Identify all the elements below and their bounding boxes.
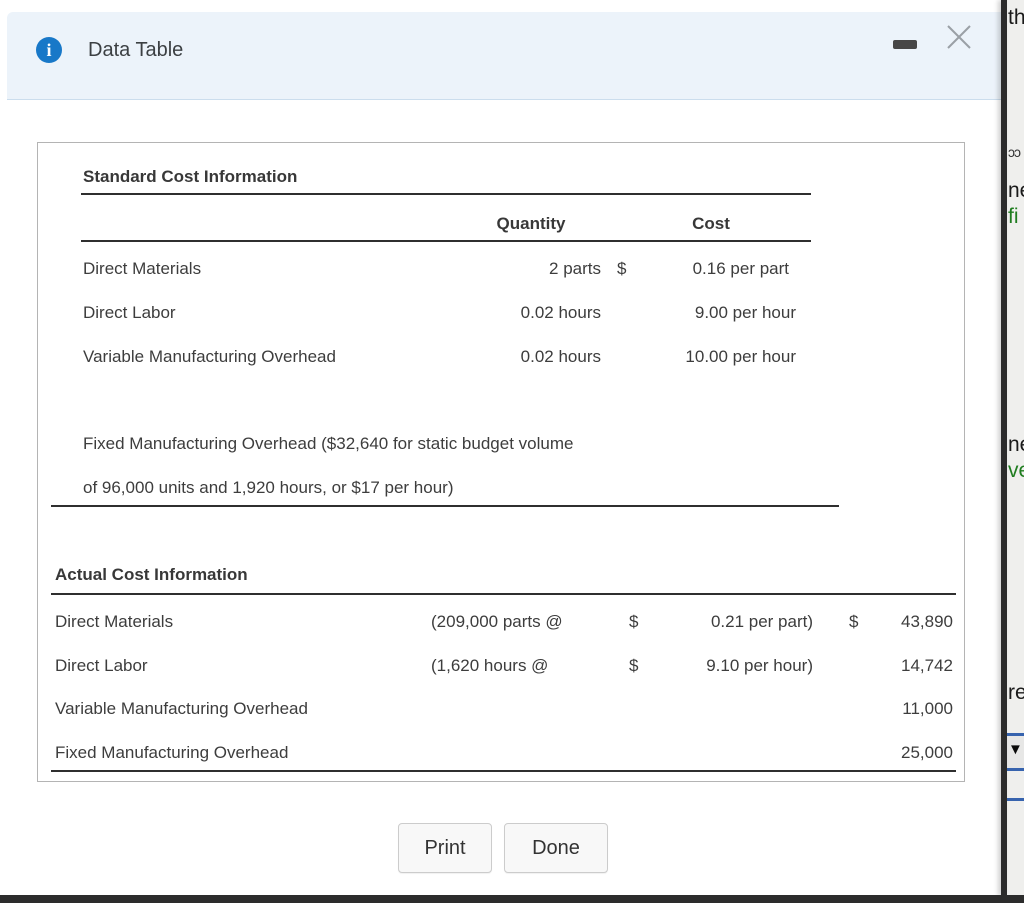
table-row: Fixed Manufacturing Overhead 25,000 [38,742,964,764]
row-detail: (209,000 parts @ [431,612,563,631]
table-row: Variable Manufacturing Overhead 11,000 [38,698,964,720]
dollar-sign: $ [629,612,639,631]
row-cost: 9.00 per hour [694,303,796,322]
table-rule [51,593,956,595]
table-row: Direct Labor 0.02 hours 9.00 per hour [38,302,964,324]
dollar-sign: $ [629,656,639,675]
row-label: Variable Manufacturing Overhead [55,699,308,718]
row-rate: 9.10 per hour) [706,656,813,675]
actual-cost-title: Actual Cost Information [55,565,248,584]
info-icon: i [36,37,62,63]
clipped-blue-rule [1007,733,1024,736]
table-rule [81,193,811,195]
row-label: Direct Labor [55,656,148,675]
close-icon[interactable] [944,22,974,52]
table-rule [81,240,811,242]
row-amount: 14,742 [901,656,953,675]
row-cost: 10.00 per hour [685,347,796,366]
table-row: Direct Materials (209,000 parts @ $ 0.21… [38,611,964,633]
clipped-text-fragment: ne [1008,433,1024,456]
table-rule [51,505,839,507]
row-label: Variable Manufacturing Overhead [83,347,336,366]
row-label: Direct Materials [55,612,174,631]
background-page-strip: th ɔɔ ne fi ne ve re ▼ [1007,0,1024,896]
clipped-blue-rule [1007,798,1024,801]
dialog-title: Data Table [88,39,184,61]
dollar-sign: $ [849,612,859,631]
row-amount: 43,890 [901,612,953,631]
table-row: Direct Materials 2 parts $ 0.16 per part [38,258,964,280]
row-detail: (1,620 hours @ [431,656,549,675]
column-header-quantity: Quantity [496,214,566,233]
clipped-text-fragment: th [1008,6,1024,29]
fixed-overhead-note-line1: Fixed Manufacturing Overhead ($32,640 fo… [83,434,574,453]
clipped-text-fragment: ɔɔ [1008,144,1021,160]
minimize-button[interactable] [893,40,917,49]
row-cost: 0.16 per part [692,259,789,278]
row-label: Direct Labor [83,303,176,322]
print-button[interactable]: Print [398,823,492,873]
row-label: Direct Materials [83,259,202,278]
row-quantity: 2 parts [549,259,601,278]
standard-cost-title: Standard Cost Information [83,167,298,186]
row-quantity: 0.02 hours [520,347,601,366]
clipped-blue-rule [1007,768,1024,771]
table-row: Variable Manufacturing Overhead 0.02 hou… [38,346,964,368]
data-table-panel: Standard Cost Information Quantity Cost … [37,142,965,782]
row-amount: 25,000 [901,743,953,762]
row-amount: 11,000 [902,699,953,718]
clipped-text-fragment: ne [1008,179,1024,202]
row-rate: 0.21 per part) [710,612,813,631]
done-button[interactable]: Done [504,823,608,873]
row-label: Fixed Manufacturing Overhead [55,743,289,762]
clipped-link-fragment: fi [1008,205,1019,228]
clipped-link-fragment: ve [1008,459,1024,482]
fixed-overhead-note-line2: of 96,000 units and 1,920 hours, or $17 … [83,478,454,497]
data-table-dialog: i Data Table Standard Cost Information Q… [7,12,1002,873]
dialog-header: i Data Table [7,12,1002,100]
table-rule [51,770,956,772]
row-quantity: 0.02 hours [520,303,601,322]
column-header-cost: Cost [692,214,730,233]
table-row: Direct Labor (1,620 hours @ $ 9.10 per h… [38,655,964,677]
dollar-sign: $ [617,259,627,278]
clipped-dropdown[interactable]: ▼ [1007,736,1024,768]
window-right-edge [1001,0,1007,896]
chevron-down-icon: ▼ [1008,741,1023,758]
window-bottom-edge [0,895,1024,903]
clipped-text-fragment: re [1008,681,1024,704]
